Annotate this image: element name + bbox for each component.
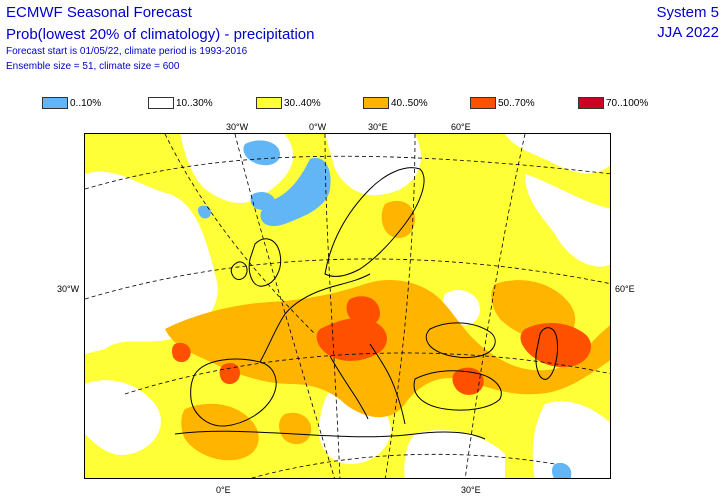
legend-swatch: [578, 97, 604, 109]
legend-label: 0..10%: [70, 97, 102, 109]
legend-label: 70..100%: [606, 97, 649, 109]
legend-label: 50..70%: [498, 97, 535, 109]
lon-label-bottom: 30°E: [461, 485, 481, 495]
lon-label-top: 30°E: [368, 122, 388, 132]
graticule: [85, 134, 610, 478]
lon-label-top: 0°W: [309, 122, 327, 132]
ensemble-info: Ensemble size = 51, climate size = 600: [6, 61, 180, 72]
map-subtitle: Prob(lowest 20% of climatology) - precip…: [6, 26, 315, 43]
lon-label-bottom: 0°E: [216, 485, 231, 495]
lon-label-top: 30°W: [226, 122, 249, 132]
prob-50-70-regions: [171, 296, 592, 395]
legend-item: 10..30%: [148, 96, 213, 110]
legend-label: 10..30%: [176, 97, 213, 109]
lon-label-top: 60°E: [451, 122, 471, 132]
legend-item: 40..50%: [363, 96, 428, 110]
forecast-map[interactable]: [84, 133, 611, 479]
legend-item: 50..70%: [470, 96, 535, 110]
legend-swatch: [363, 97, 389, 109]
legend-swatch: [470, 97, 496, 109]
map-title: ECMWF Seasonal Forecast: [6, 4, 192, 21]
legend-item: 30..40%: [256, 96, 321, 110]
lon-label-right: 60°E: [615, 284, 635, 294]
forecast-info: Forecast start is 01/05/22, climate peri…: [6, 46, 248, 57]
lon-label-left: 30°W: [57, 284, 80, 294]
map-canvas: [85, 134, 610, 478]
legend-swatch: [256, 97, 282, 109]
legend-label: 40..50%: [391, 97, 428, 109]
prob-0-10-regions: [197, 140, 572, 478]
coastlines: [174, 167, 558, 440]
legend-item: 0..10%: [42, 96, 101, 110]
legend-label: 30..40%: [284, 97, 321, 109]
legend-swatch: [42, 97, 68, 109]
legend-swatch: [148, 97, 174, 109]
system-label: System 5: [656, 4, 719, 21]
season-label: JJA 2022: [657, 24, 719, 41]
legend: 0..10% 10..30% 30..40% 40..50% 50..70% 7…: [0, 96, 724, 112]
legend-item: 70..100%: [578, 96, 648, 110]
